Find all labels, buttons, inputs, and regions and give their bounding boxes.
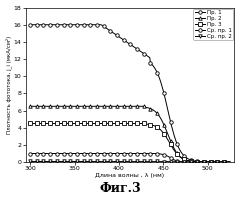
Пр. 2 (148, 107, 150, 109)
Ср. пр. 2 (151, 160, 154, 163)
Пр. 2 (29, 105, 31, 108)
Ср. пр. 1 (29, 152, 31, 155)
Line: Пр. 3: Пр. 3 (28, 122, 232, 164)
Line: Ср. пр. 2: Ср. пр. 2 (28, 160, 232, 164)
Y-axis label: Плотность фототока, j_i (мкА/см²): Плотность фототока, j_i (мкА/см²) (6, 36, 12, 134)
Ср. пр. 2 (29, 160, 31, 163)
Пр. 1 (29, 24, 31, 26)
Ср. пр. 2 (29, 160, 32, 163)
Line: Ср. пр. 1: Ср. пр. 1 (28, 152, 232, 164)
Ср. пр. 1 (228, 161, 231, 163)
Ср. пр. 1 (197, 161, 200, 163)
Пр. 2 (147, 107, 150, 109)
Ср. пр. 1 (210, 161, 213, 163)
Пр. 3 (210, 161, 213, 163)
Text: Фиг.3: Фиг.3 (99, 182, 141, 195)
Line: Пр. 2: Пр. 2 (28, 105, 232, 164)
Пр. 3 (197, 161, 200, 163)
Ср. пр. 2 (210, 161, 213, 163)
Пр. 1 (151, 64, 154, 66)
Пр. 1 (228, 161, 231, 163)
Пр. 2 (29, 105, 32, 108)
Ср. пр. 1 (29, 152, 32, 155)
Ср. пр. 2 (147, 160, 150, 163)
Ср. пр. 2 (148, 160, 150, 163)
Ср. пр. 1 (148, 152, 150, 155)
Пр. 1 (197, 160, 200, 163)
X-axis label: Длина волны , λ (нм): Длина волны , λ (нм) (96, 173, 165, 178)
Пр. 2 (151, 108, 154, 111)
Ср. пр. 2 (228, 161, 231, 163)
Legend: Пр. 1, Пр. 2, Пр. 3, Ср. пр. 1, Ср. пр. 2: Пр. 1, Пр. 2, Пр. 3, Ср. пр. 1, Ср. пр. … (193, 9, 233, 40)
Пр. 3 (151, 124, 154, 126)
Пр. 2 (210, 161, 213, 163)
Пр. 2 (197, 161, 200, 163)
Пр. 1 (147, 56, 150, 58)
Пр. 1 (210, 161, 213, 163)
Ср. пр. 1 (151, 152, 154, 155)
Пр. 3 (148, 123, 150, 126)
Ср. пр. 1 (147, 152, 150, 155)
Пр. 1 (148, 56, 150, 58)
Ср. пр. 2 (197, 161, 200, 163)
Пр. 2 (228, 161, 231, 163)
Пр. 3 (29, 122, 32, 125)
Пр. 3 (228, 161, 231, 163)
Line: Пр. 1: Пр. 1 (28, 23, 232, 164)
Пр. 1 (29, 24, 32, 26)
Пр. 3 (147, 123, 150, 125)
Пр. 3 (29, 122, 31, 125)
